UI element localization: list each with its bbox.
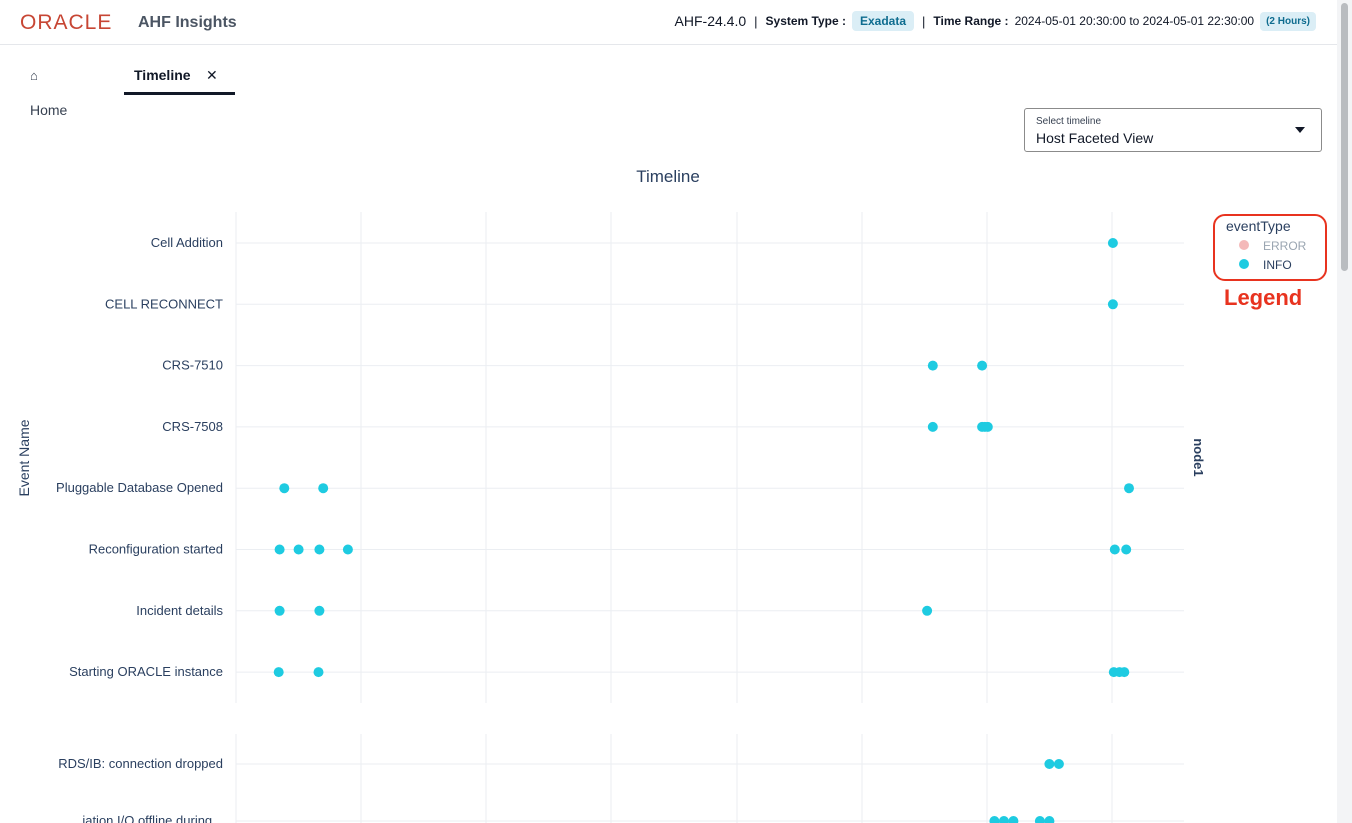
timeline-select-label: Select timeline [1036, 116, 1102, 127]
event-point[interactable] [342, 544, 353, 555]
legend-error-label: ERROR [1263, 239, 1307, 253]
event-point[interactable] [1034, 816, 1045, 823]
event-point[interactable] [293, 544, 304, 555]
legend-info-marker [1239, 259, 1249, 269]
event-point[interactable] [314, 605, 325, 616]
facet-label: node1 [1191, 438, 1206, 476]
plot-layer: Cell Addition CELL RECONNECT CRS-7510 CRS-7… [56, 212, 1206, 823]
y-tick-label: Cell Addition [151, 235, 223, 250]
y-tick-label: CRS-7508 [162, 419, 223, 434]
event-point[interactable] [977, 360, 988, 371]
chart-title: Timeline [636, 167, 700, 186]
event-point[interactable] [279, 483, 290, 494]
app-name: AHF Insights [138, 14, 237, 31]
event-point[interactable] [274, 544, 285, 555]
event-point[interactable] [927, 421, 938, 432]
y-tick-label: CELL RECONNECT [105, 296, 223, 311]
legend-error-marker [1239, 240, 1249, 250]
app-header: ORACLE AHF Insights AHF-24.4.0 | System … [0, 0, 1352, 45]
system-type-label: System Type : [765, 14, 846, 28]
event-point[interactable] [1053, 759, 1064, 769]
header-info: AHF-24.4.0 | System Type : Exadata | Tim… [675, 11, 1316, 31]
event-point[interactable] [314, 544, 325, 555]
legend-callout: Legend [1224, 285, 1303, 310]
home-icon: ⌂ [30, 68, 38, 83]
event-point[interactable] [1121, 544, 1132, 555]
y-tick-label: Starting ORACLE instance [69, 664, 223, 679]
legend-title: eventType [1226, 218, 1291, 234]
y-tick-label: Reconfiguration started [89, 542, 223, 557]
event-point[interactable] [1044, 816, 1055, 823]
y-tick-label: Pluggable Database Opened [56, 480, 223, 495]
tab-timeline-label: Timeline [134, 67, 191, 83]
tab-home[interactable]: ⌂ Home [30, 58, 67, 118]
event-point[interactable] [927, 360, 938, 371]
y-tick-label: ...iation I/O offline during... [71, 813, 223, 823]
event-point[interactable] [313, 667, 324, 678]
event-point[interactable] [922, 605, 933, 616]
version-label: AHF-24.4.0 [674, 13, 747, 29]
event-point[interactable] [1044, 759, 1055, 769]
oracle-logo: ORACLE [20, 11, 113, 34]
event-point[interactable] [1119, 667, 1130, 678]
event-point[interactable] [274, 605, 285, 616]
event-point[interactable] [273, 667, 284, 678]
y-tick-label: RDS/IB: connection dropped [58, 756, 223, 771]
event-point[interactable] [1107, 238, 1118, 248]
event-point[interactable] [1124, 483, 1134, 494]
scrollbar-thumb[interactable] [1341, 3, 1348, 271]
separator: | [922, 13, 926, 29]
legend-item-error[interactable]: ERROR [1239, 239, 1307, 253]
chevron-down-icon [1295, 127, 1305, 133]
timeline-select[interactable]: Select timeline Host Faceted View [1024, 108, 1322, 152]
event-point[interactable] [318, 483, 329, 494]
event-point[interactable] [982, 421, 993, 432]
separator: | [754, 13, 758, 29]
time-range-duration-badge: (2 Hours) [1260, 11, 1316, 31]
event-point[interactable] [1107, 299, 1118, 310]
legend-highlight-box [1213, 214, 1327, 281]
legend-item-info[interactable]: INFO [1239, 258, 1292, 272]
system-type-badge: Exadata [852, 11, 915, 31]
time-range-value: 2024-05-01 20:30:00 to 2024-05-01 22:30:… [1014, 14, 1255, 28]
tab-home-label: Home [30, 102, 68, 118]
close-icon[interactable]: ✕ [206, 67, 218, 83]
page-scrollbar[interactable] [1337, 0, 1352, 823]
event-point[interactable] [998, 816, 1009, 823]
y-tick-label: Incident details [136, 603, 223, 618]
tab-timeline[interactable]: Timeline ✕ [124, 58, 235, 95]
legend-info-label: INFO [1263, 258, 1292, 272]
event-point[interactable] [1008, 816, 1019, 823]
y-tick-label: CRS-7510 [162, 358, 223, 373]
event-point[interactable] [989, 816, 1000, 823]
event-point[interactable] [1109, 544, 1120, 555]
time-range-label: Time Range : [933, 14, 1009, 28]
y-axis-title: Event Name [16, 419, 32, 496]
timeline-select-value: Host Faceted View [1036, 130, 1154, 146]
